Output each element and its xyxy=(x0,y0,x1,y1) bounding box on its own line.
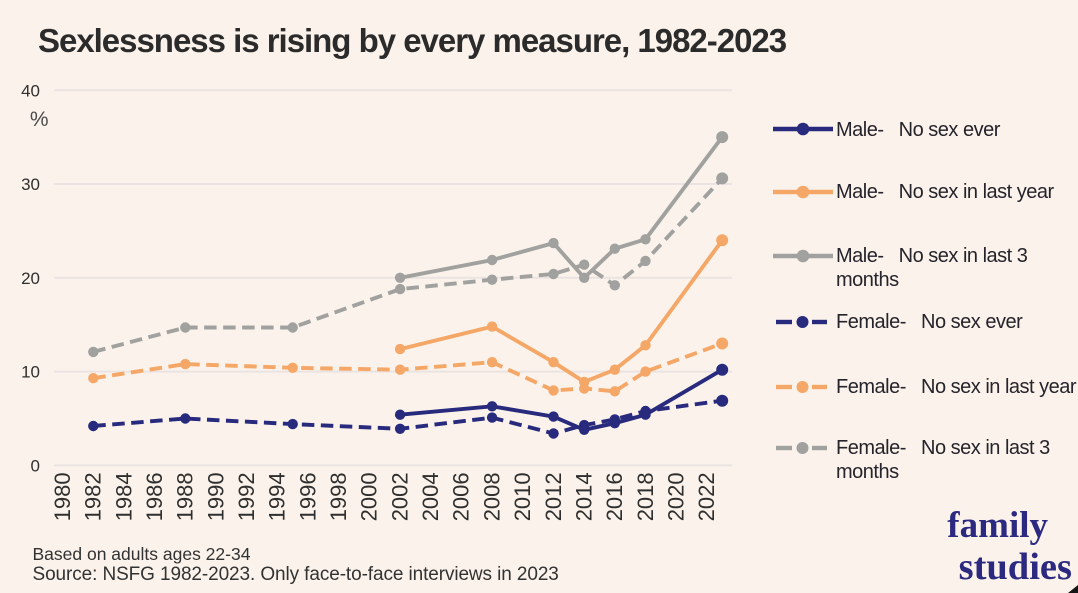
svg-text:1994: 1994 xyxy=(265,472,290,521)
svg-text:1990: 1990 xyxy=(203,472,228,521)
svg-text:2016: 2016 xyxy=(602,472,627,521)
svg-text:2004: 2004 xyxy=(418,472,443,521)
svg-text:20: 20 xyxy=(21,269,40,288)
svg-text:2002: 2002 xyxy=(387,472,412,521)
svg-text:2018: 2018 xyxy=(633,472,658,521)
svg-text:1982: 1982 xyxy=(81,472,106,521)
svg-text:2006: 2006 xyxy=(449,472,474,521)
svg-text:40: 40 xyxy=(21,81,40,100)
svg-text:2000: 2000 xyxy=(357,472,382,521)
svg-text:%: % xyxy=(30,108,49,131)
svg-text:1996: 1996 xyxy=(295,472,320,521)
svg-text:1984: 1984 xyxy=(111,472,136,521)
svg-text:2010: 2010 xyxy=(510,472,535,521)
svg-text:2012: 2012 xyxy=(541,472,566,521)
svg-text:0: 0 xyxy=(31,457,40,476)
svg-text:30: 30 xyxy=(21,175,40,194)
svg-text:10: 10 xyxy=(21,363,40,382)
svg-text:2014: 2014 xyxy=(572,472,597,521)
svg-text:2020: 2020 xyxy=(664,472,689,521)
svg-text:1980: 1980 xyxy=(50,472,75,521)
svg-text:1992: 1992 xyxy=(234,472,259,521)
svg-text:1998: 1998 xyxy=(326,472,351,521)
svg-text:1986: 1986 xyxy=(142,472,167,521)
svg-text:2008: 2008 xyxy=(479,472,504,521)
svg-text:1988: 1988 xyxy=(173,472,198,521)
svg-text:2022: 2022 xyxy=(694,472,719,521)
